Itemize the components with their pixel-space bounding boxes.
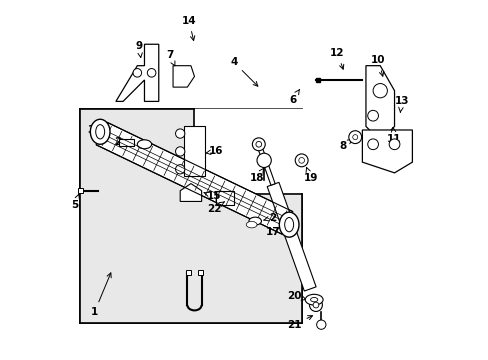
Text: 10: 10 (370, 55, 385, 76)
Text: 16: 16 (205, 147, 223, 157)
Text: 14: 14 (182, 16, 196, 40)
Text: 17: 17 (265, 223, 285, 237)
Bar (216, 191, 233, 205)
Circle shape (257, 153, 271, 167)
Circle shape (252, 138, 264, 151)
Circle shape (352, 135, 357, 140)
Text: 2: 2 (264, 212, 276, 222)
FancyBboxPatch shape (80, 109, 301, 323)
Bar (183, 126, 205, 176)
Polygon shape (194, 109, 301, 194)
Ellipse shape (137, 140, 151, 149)
Ellipse shape (305, 294, 323, 305)
Circle shape (372, 84, 386, 98)
Text: 12: 12 (329, 48, 344, 69)
Bar (119, 139, 134, 146)
Circle shape (133, 68, 142, 77)
Circle shape (175, 147, 184, 156)
Circle shape (312, 302, 318, 308)
Ellipse shape (246, 221, 257, 228)
Circle shape (298, 157, 304, 163)
Text: 1: 1 (91, 273, 111, 317)
Polygon shape (116, 44, 159, 102)
Text: 13: 13 (394, 96, 408, 112)
Bar (185, 270, 190, 275)
Text: 11: 11 (386, 127, 401, 144)
Circle shape (309, 298, 322, 311)
Ellipse shape (248, 217, 261, 225)
Text: 22: 22 (206, 202, 224, 213)
Circle shape (388, 139, 399, 150)
Polygon shape (96, 122, 292, 234)
Ellipse shape (96, 125, 104, 139)
Circle shape (367, 139, 378, 150)
Text: 3: 3 (87, 125, 101, 135)
Polygon shape (362, 130, 411, 173)
Circle shape (316, 320, 325, 329)
Text: 21: 21 (286, 316, 312, 330)
Bar (315, 78, 319, 82)
Circle shape (348, 131, 361, 144)
Ellipse shape (279, 212, 298, 237)
Text: 19: 19 (303, 167, 317, 183)
Text: 7: 7 (165, 50, 175, 66)
Polygon shape (266, 183, 315, 291)
Circle shape (255, 141, 261, 147)
Bar (78, 188, 82, 193)
Polygon shape (180, 184, 201, 202)
Circle shape (147, 68, 156, 77)
Text: 18: 18 (249, 168, 264, 183)
Text: 15: 15 (203, 191, 221, 201)
Circle shape (367, 111, 378, 121)
Text: 6: 6 (288, 89, 299, 105)
Text: 9: 9 (135, 41, 142, 58)
Circle shape (175, 165, 184, 174)
Circle shape (295, 154, 307, 167)
Ellipse shape (90, 119, 110, 144)
Text: 2: 2 (114, 138, 131, 148)
Ellipse shape (284, 217, 293, 232)
Polygon shape (365, 66, 394, 134)
Ellipse shape (310, 297, 317, 302)
Polygon shape (256, 144, 275, 185)
Bar (198, 270, 203, 275)
Circle shape (175, 129, 184, 138)
Text: 20: 20 (286, 291, 305, 301)
Polygon shape (80, 109, 301, 323)
Text: 8: 8 (338, 139, 351, 151)
Text: 4: 4 (230, 57, 257, 86)
Polygon shape (173, 66, 194, 87)
Text: 5: 5 (71, 194, 79, 210)
